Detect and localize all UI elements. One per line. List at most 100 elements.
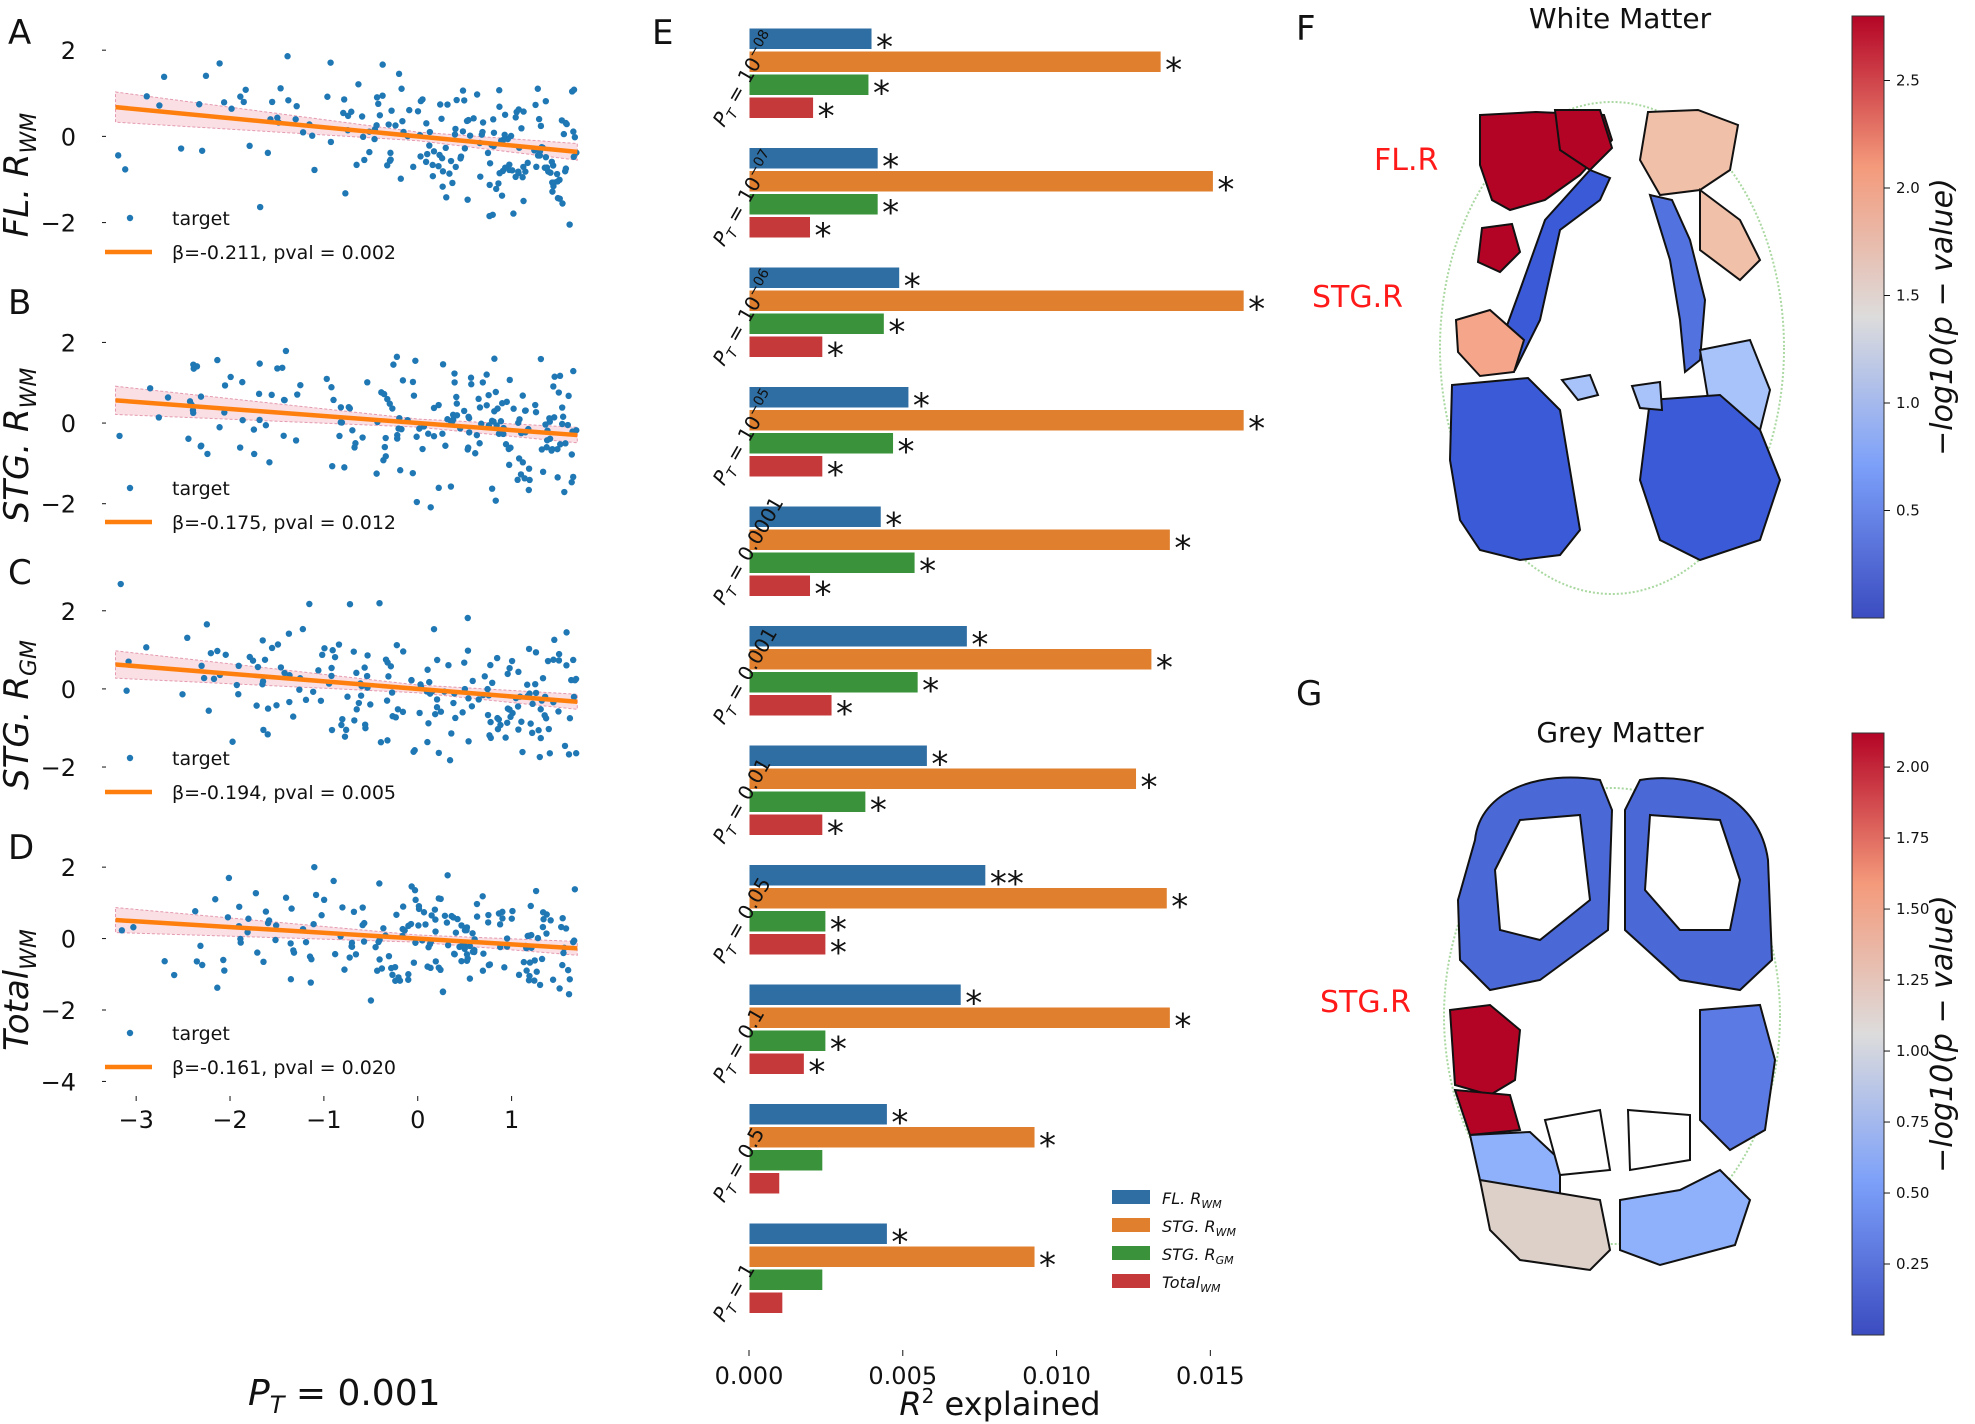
scatter-point <box>479 379 487 386</box>
scatter-point <box>339 904 346 911</box>
scatter-point <box>302 696 310 704</box>
scatter-point <box>551 414 558 421</box>
scatter-point <box>292 116 299 123</box>
scatter-point <box>464 614 471 622</box>
scatter-point <box>562 440 569 447</box>
scatter-y-axis-label: TotalWM <box>0 929 42 1051</box>
scatter-point <box>453 96 460 104</box>
scatter-point <box>380 925 387 932</box>
scatter-point <box>268 391 275 399</box>
wm-fl-r-region-upper <box>1553 109 1614 172</box>
scatter-point <box>341 733 349 740</box>
x-tick-label: −2 <box>212 1106 247 1134</box>
scatter-point <box>572 750 580 757</box>
scatter-point <box>508 915 515 922</box>
scatter-point <box>441 912 449 919</box>
scatter-point <box>261 656 269 663</box>
wm-colorbar <box>1851 15 1885 619</box>
scatter-panel-b: B STG. RWM 2 0 −2 target β=-0.175, pval = 0.01… <box>0 283 580 534</box>
scatter-point <box>324 93 331 100</box>
wm-colorbar-tick-label: 1.5 <box>1896 287 1920 305</box>
scatter-point <box>244 929 251 936</box>
gm-colorbar-tick-label: 0.25 <box>1896 1255 1929 1273</box>
scatter-point <box>331 950 339 958</box>
scatter-point <box>496 87 503 94</box>
scatter-point <box>399 117 406 125</box>
scatter-point <box>387 149 394 157</box>
scatter-point <box>422 921 429 928</box>
scatter-point <box>431 906 439 913</box>
significance-star: * <box>1141 768 1158 808</box>
scatter-point <box>527 902 534 910</box>
scatter-point <box>256 416 263 424</box>
regression-line <box>115 398 578 438</box>
scatter-point <box>179 691 186 698</box>
scatter-point <box>364 652 371 659</box>
scatter-point <box>286 698 293 706</box>
scatter-point <box>514 476 521 484</box>
scatter-point <box>342 190 349 197</box>
significance-star: * <box>818 97 835 137</box>
scatter-point <box>371 135 378 143</box>
bar <box>748 933 827 956</box>
scatter-point <box>446 757 454 764</box>
scatter-point <box>551 636 558 644</box>
scatter-point <box>389 971 396 979</box>
scatter-point <box>479 128 486 136</box>
panel-label-c: C <box>8 553 32 593</box>
scatter-point <box>435 895 442 902</box>
scatter-point <box>360 938 368 945</box>
scatter-point <box>228 105 235 112</box>
scatter-point <box>555 389 563 396</box>
scatter-point <box>473 91 481 98</box>
significance-star: * <box>898 432 915 472</box>
y-tick-label: 0 <box>61 926 76 954</box>
scatter-point <box>413 498 421 506</box>
scatter-point <box>504 670 511 678</box>
scatter-point <box>214 984 221 991</box>
legend-marker-target <box>126 1029 134 1037</box>
scatter-point <box>294 391 301 398</box>
scatter-point <box>470 115 477 122</box>
scatter-point <box>521 475 528 482</box>
scatter-point <box>515 726 522 733</box>
scatter-point <box>214 356 221 364</box>
x-tick-label: 0.005 <box>868 1362 937 1390</box>
scatter-y-axis-label: STG. RGM <box>0 640 42 790</box>
legend-label-fit: β=-0.175, pval = 0.012 <box>172 512 396 534</box>
scatter-point <box>570 693 578 701</box>
scatter-point <box>274 365 281 372</box>
scatter-point <box>532 689 540 697</box>
bar <box>748 386 910 409</box>
scatter-point <box>460 407 468 415</box>
scatter-point <box>114 152 122 159</box>
scatter-point <box>558 404 566 411</box>
scatter-point <box>203 621 211 628</box>
scatter-point <box>486 181 493 189</box>
panel-label-d: D <box>8 828 34 868</box>
scatter-point <box>539 674 547 682</box>
scatter-point <box>364 379 371 386</box>
scatter-point <box>532 408 540 416</box>
scatter-point <box>450 699 457 707</box>
wm-fl-r-region-small <box>1476 222 1522 274</box>
scatter-point <box>245 915 252 922</box>
scatter-point <box>280 432 287 439</box>
scatter-point <box>376 599 383 607</box>
significance-star: * <box>830 910 847 950</box>
scatter-point <box>489 679 496 687</box>
scatter-point <box>252 889 260 897</box>
scatter-point <box>533 163 540 171</box>
scatter-point <box>564 966 572 974</box>
scatter-point <box>410 748 417 755</box>
wm-small-region-2 <box>1630 380 1664 412</box>
scatter-point <box>350 908 358 916</box>
scatter-point <box>224 914 232 921</box>
scatter-point <box>562 119 569 127</box>
scatter-point <box>382 434 389 442</box>
scatter-point <box>420 909 428 916</box>
scatter-point <box>359 133 367 141</box>
scatter-point <box>436 101 444 108</box>
gm-colorbar-tick-label: 0.50 <box>1896 1184 1929 1202</box>
